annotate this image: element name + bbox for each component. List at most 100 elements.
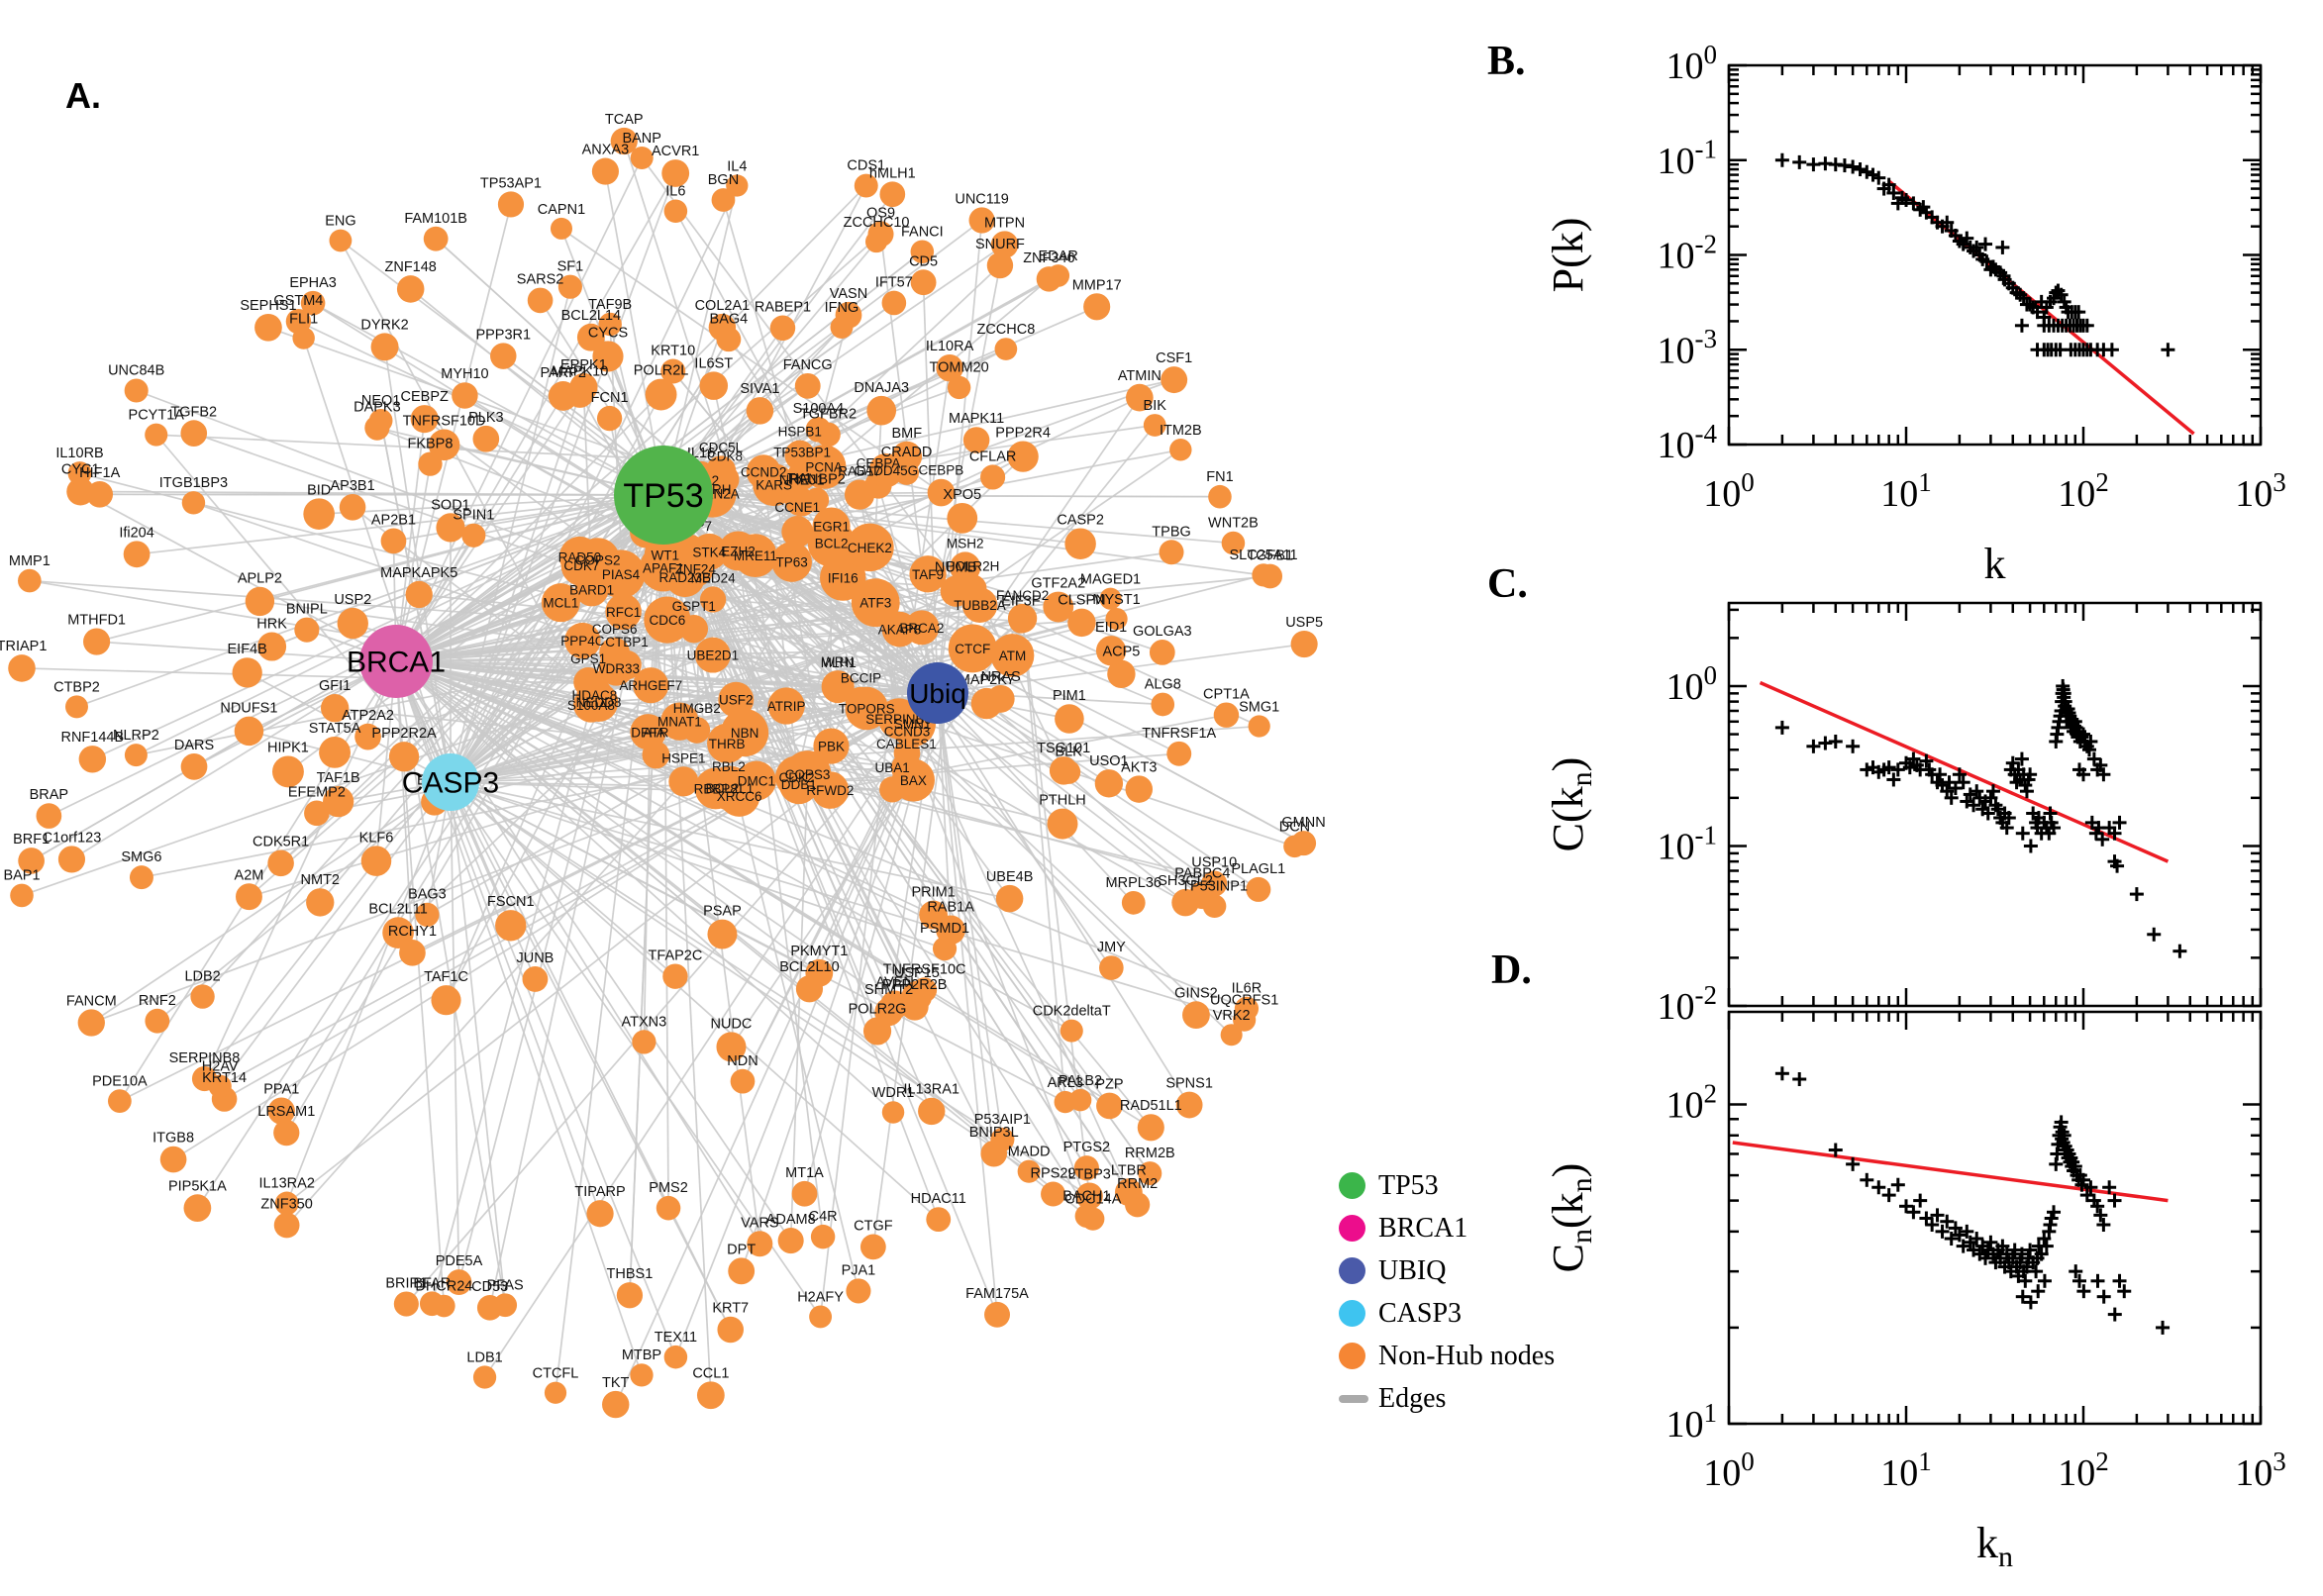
network-node [986, 251, 1014, 279]
node-label: MMP1 [9, 553, 50, 569]
node-label: KRT10 [651, 343, 695, 358]
hub-node-tp53 [614, 446, 713, 545]
node-label: GTF2A2 [1031, 576, 1085, 592]
network-node [18, 848, 45, 874]
hub-label-brca1: BRCA1 [347, 647, 446, 679]
node-label: TOPORS [839, 702, 895, 717]
node-label: EID1 [1095, 620, 1127, 636]
node-label: UBA1 [875, 760, 910, 775]
node-label: ARHGEF7 [619, 678, 682, 693]
network-node [410, 405, 439, 434]
plot-panel-c: 100 10-1 10-2 C(kn) [1544, 601, 2263, 1028]
node-label: PPA1 [263, 1081, 299, 1097]
network-node [746, 397, 774, 425]
x-tick-label: 100 [1703, 1446, 1755, 1494]
network-node [854, 173, 878, 198]
node-label: SH3GL2 [1158, 873, 1213, 889]
node-label: TRIAP1 [0, 639, 47, 654]
node-label: SHMT2 [864, 982, 913, 998]
network-node [1138, 1161, 1162, 1186]
network-node [948, 624, 997, 673]
network-node [663, 199, 688, 224]
network-node [354, 723, 381, 750]
network-node [980, 464, 1006, 490]
network-node [1107, 659, 1136, 689]
node-label: PPP2R2A [371, 726, 437, 742]
network-node [707, 765, 753, 811]
edge [662, 494, 1088, 1169]
hub-label-tp53: TP53 [623, 477, 703, 515]
node-label: BAG3 [408, 887, 447, 903]
node-label: APLP2 [238, 571, 282, 587]
node-label: ITGB8 [152, 1131, 194, 1147]
node-label: ADAM8 [766, 1212, 816, 1228]
edge [395, 660, 952, 932]
edge [897, 367, 951, 720]
node-label: S100A4 [793, 401, 845, 417]
node-label: USO1 [1089, 753, 1129, 769]
network-node [633, 667, 669, 704]
network-node [329, 229, 353, 252]
node-label: SF1 [557, 259, 584, 275]
network-node [968, 207, 995, 234]
network-node [527, 287, 554, 314]
node-label: COPS3 [785, 767, 831, 782]
network-node [388, 742, 420, 772]
node-label: BRF1 [13, 832, 50, 848]
network-node [1169, 439, 1192, 461]
network-node [767, 687, 805, 725]
plot-frame [1727, 601, 2263, 1008]
ticks [1727, 63, 2263, 447]
edge [662, 494, 1163, 706]
network-node [495, 910, 527, 942]
node-label: POLR2H [946, 558, 999, 573]
network-node [947, 503, 978, 534]
edge [674, 692, 939, 1357]
plot-panel-b: 100 101 102 103 100 10-1 10-2 10-3 10-4 k P(k) [1544, 40, 2286, 588]
node-label: ATF3 [859, 596, 891, 611]
network-node [813, 728, 850, 764]
node-label: BCL2L10 [779, 959, 839, 975]
node-label: FAM101B [404, 211, 467, 227]
node-label: C4R [809, 1209, 838, 1225]
node-label: TNFRSF10D [403, 414, 486, 430]
node-label: BACH1 [1062, 1188, 1110, 1204]
node-label: ALG8 [1145, 677, 1181, 693]
network-node [382, 917, 414, 948]
network-node [418, 451, 443, 476]
network-node [393, 1291, 419, 1317]
node-label: CCND2 [741, 465, 787, 480]
network-node [370, 333, 399, 361]
hub-node-casp3 [422, 753, 479, 811]
hub-label-ubiq: Ubiq [909, 678, 966, 709]
network-node [452, 382, 478, 409]
network-node [910, 269, 937, 296]
x-axis-title: kn [1976, 1519, 2013, 1573]
network-node [696, 1381, 725, 1410]
node-label: SLC25A11 [1229, 548, 1297, 563]
node-label: BNIP3L [969, 1125, 1019, 1141]
node-label: NHEJ1 [779, 472, 825, 488]
node-label: CDK7 [563, 558, 599, 573]
node-label: PFAS [487, 1277, 524, 1293]
node-label: IL6 [665, 183, 685, 199]
edge [340, 240, 592, 706]
legend-item-label: BRCA1 [1378, 1212, 1468, 1244]
network-node [918, 1097, 946, 1126]
network-node [866, 395, 897, 426]
ticks [1727, 603, 2263, 1008]
network-node [1220, 1024, 1243, 1047]
network-node [718, 681, 755, 718]
network-node [846, 523, 894, 572]
network-node [990, 231, 1019, 258]
fit-line [1732, 1141, 2169, 1203]
edge [316, 692, 939, 815]
network-node [901, 980, 933, 1012]
y-axis-title: P(k) [1544, 218, 1592, 293]
node-label: DFFA [631, 725, 665, 740]
node-label: CYC1 [61, 461, 100, 477]
edge [90, 663, 628, 1024]
network-node [660, 358, 686, 384]
fit-line [1759, 680, 2170, 863]
network-node [267, 849, 294, 877]
